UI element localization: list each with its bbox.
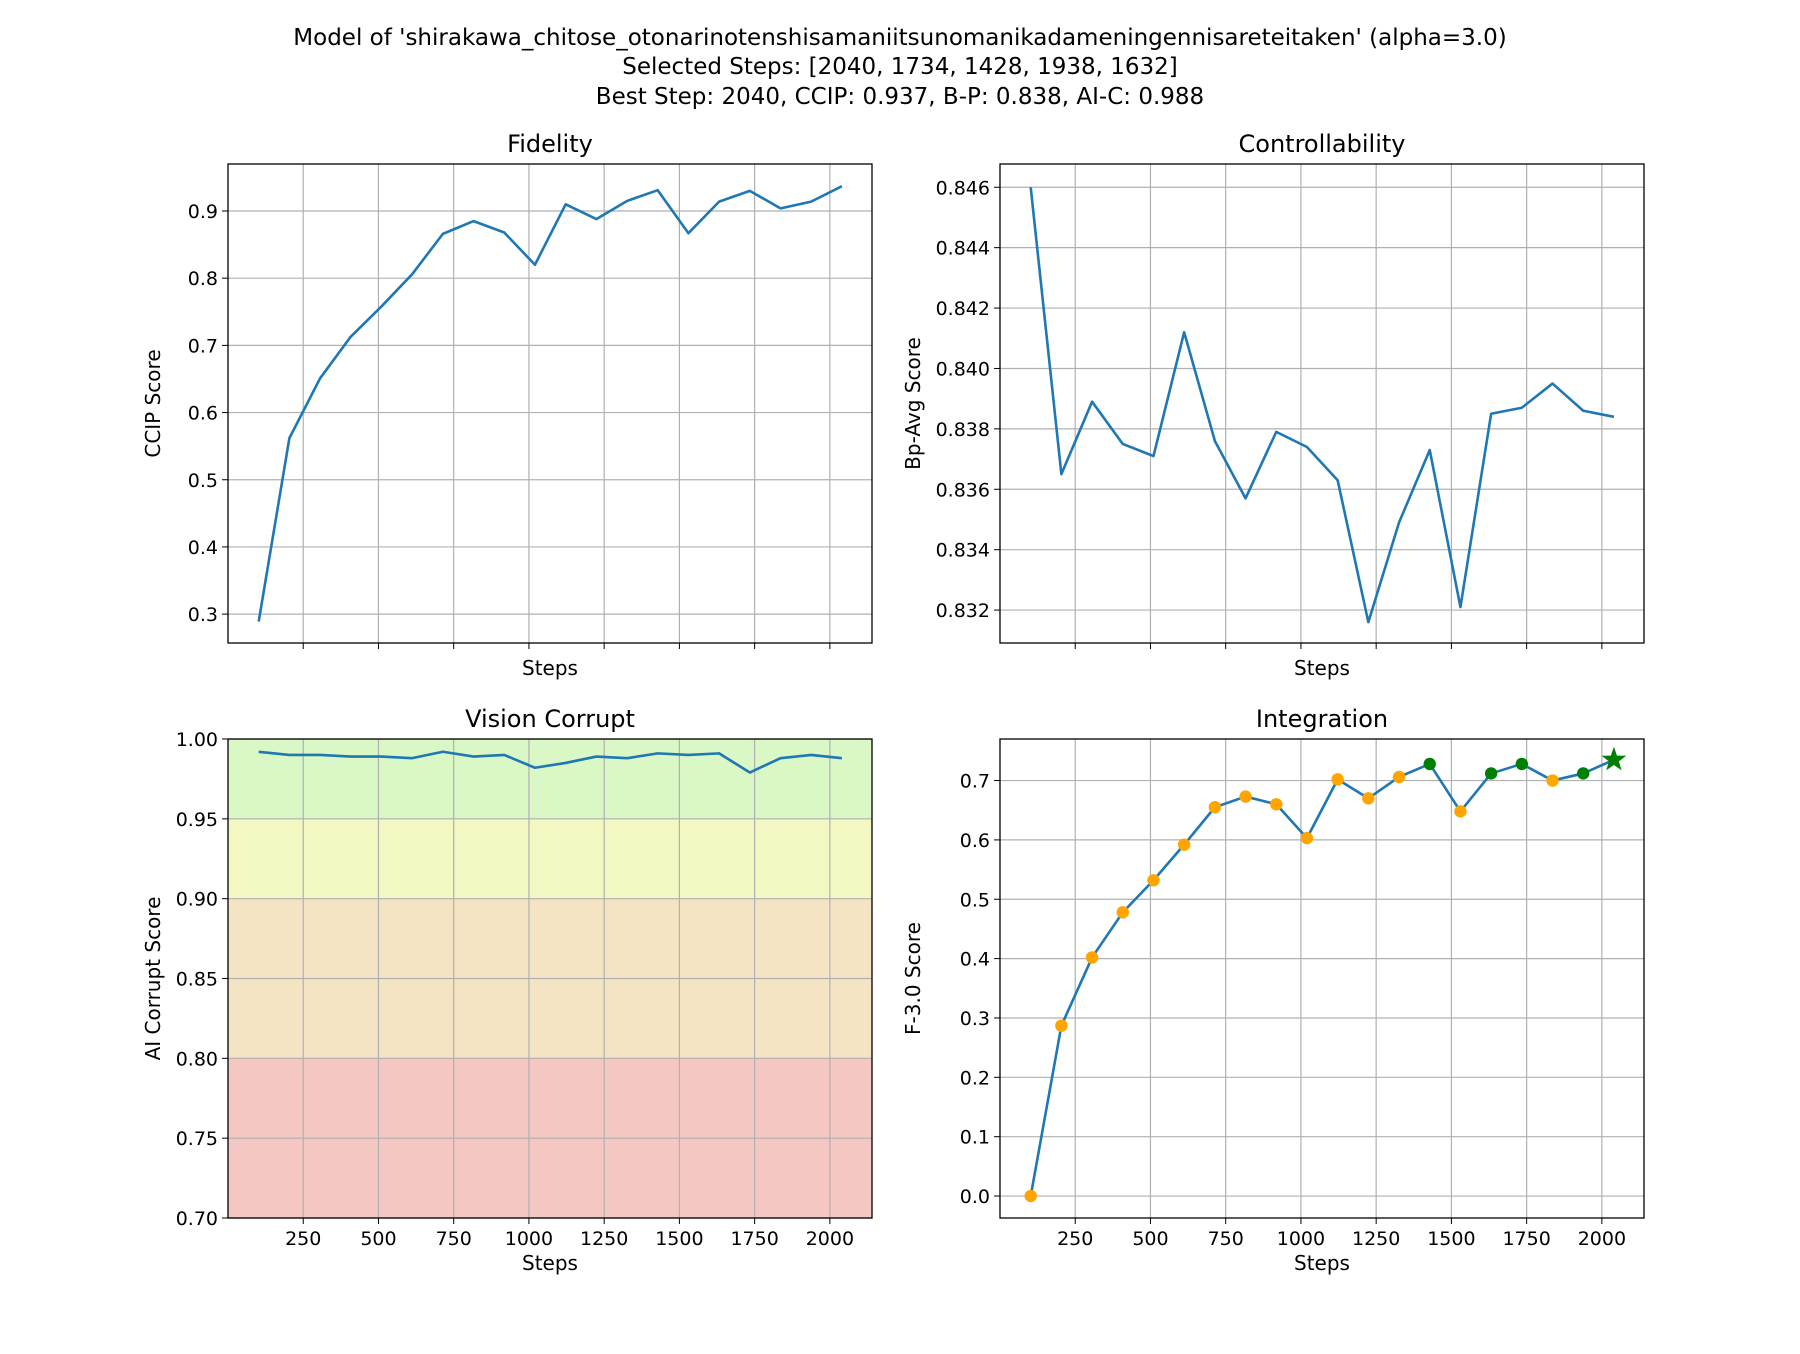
y-tick-label: 0.5 [188,470,218,492]
data-point [1239,790,1252,803]
y-tick-label: 0.838 [936,419,990,441]
vision_corrupt-title: Vision Corrupt [465,705,635,733]
data-point [1055,1019,1068,1032]
y-tick-label: 0.3 [188,604,218,626]
controllability-panel: 0.832 0.834 0.836 0.838 0.840 0.842 0.844 0.846… [901,130,1645,680]
data-point [1546,774,1559,787]
subplots: 0.3 0.4 0.5 0.6 0.7 0.8 0.9 Fidelity Steps CCIP S… [141,130,1645,1275]
vision_corrupt-band-1 [228,818,872,899]
data-point [1116,906,1129,919]
controllability-xlabel: Steps [1294,656,1350,680]
data-point [1454,805,1467,818]
y-tick-label: 0.844 [936,238,990,260]
integration-xlabel: Steps [1294,1251,1350,1275]
y-tick-label: 0.2 [960,1067,990,1089]
y-tick-label: 0.834 [936,540,990,562]
controllability-frame [999,163,1645,644]
y-tick-label: 0.4 [960,949,990,971]
data-point [1085,951,1099,964]
x-tick-label: 1250 [1352,1228,1400,1250]
data-point [1177,838,1191,851]
y-tick-label: 0.836 [936,479,990,501]
vision_corrupt-series-line [258,750,843,774]
fidelity-xlabel: Steps [522,656,578,680]
y-tick-label: 0.840 [936,358,990,380]
figure-title-line-2: Selected Steps: [2040, 1734, 1428, 1938,… [622,54,1178,80]
data-point [1147,874,1160,887]
x-tick-label: 1000 [1277,1228,1325,1250]
x-tick-label: 500 [1132,1228,1168,1250]
y-tick-label: 0.832 [936,600,990,622]
data-point [1270,798,1283,811]
y-tick-label: 0.95 [176,809,218,831]
fidelity-panel: 0.3 0.4 0.5 0.6 0.7 0.8 0.9 Fidelity Steps CCIP S… [141,130,873,680]
data-point [1024,1189,1037,1203]
y-tick-label: 0.4 [188,537,218,559]
x-tick-label: 500 [360,1228,396,1250]
x-tick-label: 1500 [1427,1228,1475,1250]
controllability-series-line [1029,187,1615,624]
y-tick-label: 0.8 [188,268,218,290]
x-tick-label: 1750 [1502,1228,1550,1250]
fidelity-title: Fidelity [507,130,593,158]
y-tick-label: 1.00 [176,729,218,751]
selected-step-point [1423,757,1436,771]
x-tick-label: 2000 [806,1228,854,1250]
integration-title: Integration [1256,705,1388,733]
y-tick-label: 0.3 [960,1008,990,1030]
data-point [1208,801,1222,814]
x-tick-label: 1500 [655,1228,703,1250]
y-tick-label: 0.0 [960,1186,990,1208]
x-tick-label: 2000 [1578,1228,1626,1250]
data-point [1362,792,1375,805]
fidelity-ylabel: CCIP Score [141,349,165,457]
y-tick-label: 0.7 [188,335,218,357]
data-point [1392,770,1406,784]
y-tick-label: 0.70 [176,1208,218,1230]
y-tick-label: 0.9 [188,201,218,223]
y-tick-label: 0.80 [176,1048,218,1070]
selected-step-point [1577,767,1590,780]
controllability-title: Controllability [1239,130,1406,158]
best-step-star [1601,746,1627,771]
x-tick-label: 1750 [730,1228,778,1250]
vision_corrupt-panel: 250 500 750 1000 1250 1500 1750 2000 0.70 0.75 0.8… [141,705,873,1275]
data-point [1300,831,1314,845]
data-point [1331,773,1344,786]
x-tick-label: 750 [1208,1228,1244,1250]
integration-frame [999,738,1645,1219]
selected-step-point [1484,767,1498,780]
fidelity-frame [227,163,873,644]
vision_corrupt-ylabel: AI Corrupt Score [141,897,165,1061]
x-tick-label: 1250 [580,1228,628,1250]
controllability-ylabel: Bp-Avg Score [901,337,925,470]
y-tick-label: 0.846 [936,177,990,199]
vision_corrupt-band-0 [228,739,872,819]
integration-panel: 250 500 750 1000 1250 1500 1750 2000 0.0 0.1 0.2 0.… [901,705,1645,1275]
x-tick-label: 1000 [505,1228,553,1250]
figure-title-line-3: Best Step: 2040, CCIP: 0.937, B-P: 0.838… [596,84,1204,110]
figure-title-line-1: Model of 'shirakawa_chitose_otonarinoten… [293,25,1506,51]
y-tick-label: 0.1 [960,1127,990,1149]
y-tick-label: 0.85 [176,969,218,991]
y-tick-label: 0.90 [176,889,218,911]
vision_corrupt-xlabel: Steps [522,1251,578,1275]
y-tick-label: 0.6 [188,403,218,425]
y-tick-label: 0.842 [936,298,990,320]
x-tick-label: 250 [1057,1228,1093,1250]
y-tick-label: 0.75 [176,1128,218,1150]
vision_corrupt-frame [227,738,873,1219]
y-tick-label: 0.7 [960,771,990,793]
x-tick-label: 750 [436,1228,472,1250]
x-tick-label: 250 [285,1228,321,1250]
y-tick-label: 0.6 [960,830,990,852]
fidelity-series-line [257,185,843,622]
selected-step-point [1515,757,1529,771]
y-tick-label: 0.5 [960,889,990,911]
integration-ylabel: F-3.0 Score [901,922,925,1035]
